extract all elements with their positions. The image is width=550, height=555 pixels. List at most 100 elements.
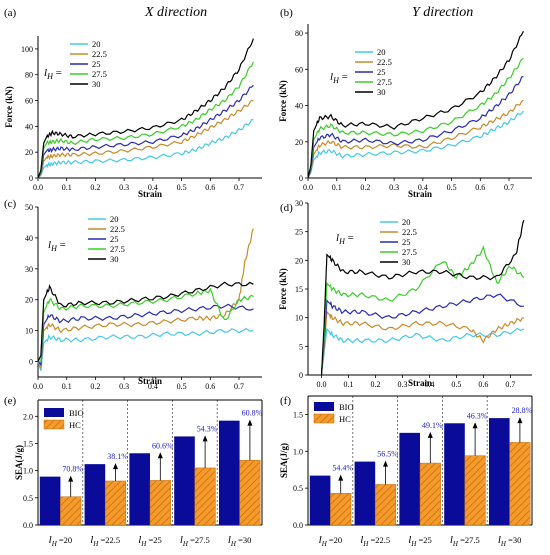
legend-label: 20 bbox=[377, 47, 386, 57]
x-tick-label: 0.3 bbox=[119, 183, 129, 192]
legend-label: BIO bbox=[69, 408, 84, 418]
percent-annotation: 60.6% bbox=[152, 441, 173, 450]
increase-arrowhead bbox=[472, 422, 478, 429]
panel-label: (a) bbox=[4, 7, 17, 19]
bar-bio bbox=[444, 423, 465, 525]
legend-swatch bbox=[43, 419, 65, 430]
panel-e: (e) 0.0 0.5 1.0 1.5 2.0 SEA(J/g) 70.8% lH =20 38.… bbox=[4, 395, 263, 548]
bar-bio bbox=[218, 420, 240, 525]
increase-arrowhead bbox=[338, 474, 344, 481]
y-tick-label: 20 bbox=[295, 256, 303, 265]
x-tick-label: 0.1 bbox=[332, 183, 342, 192]
legend-label: 25 bbox=[92, 59, 101, 69]
legend-label: 20 bbox=[110, 214, 119, 224]
bar-hc bbox=[419, 462, 441, 526]
y-tick-label: 50 bbox=[25, 203, 33, 212]
x-tick-label: 0.3 bbox=[397, 380, 407, 389]
legend-label: 27.5 bbox=[92, 69, 107, 79]
legend-prefix: lH = bbox=[48, 239, 66, 253]
bar-bio bbox=[399, 432, 420, 525]
legend-label: HC bbox=[69, 420, 81, 430]
x-tick-label: 0.6 bbox=[478, 380, 488, 389]
y-tick-label: 60 bbox=[295, 65, 303, 74]
y-tick-label: 100 bbox=[21, 45, 33, 54]
percent-annotation: 49.1% bbox=[422, 421, 443, 430]
category-label: lH =27.5 bbox=[450, 534, 480, 548]
panel-a: (a) X direction 0 20 40 60 80 100 Force (kN) 0.0 0… bbox=[4, 5, 262, 199]
x-tick-label: 0.2 bbox=[90, 183, 100, 192]
y-tick-label: 0.5 bbox=[23, 494, 33, 503]
y-tick-label: 40 bbox=[295, 102, 303, 111]
series-line-22.5 bbox=[307, 99, 524, 179]
legend-label: 30 bbox=[92, 79, 101, 89]
x-tick-label: 0.1 bbox=[343, 380, 353, 389]
category-label: lH =20 bbox=[319, 534, 343, 548]
x-tick-label: 0.2 bbox=[360, 183, 370, 192]
y-tick-label: 1.5 bbox=[293, 410, 303, 419]
increase-arrowhead bbox=[157, 452, 163, 459]
x-tick-label: 0.6 bbox=[205, 382, 215, 391]
x-axis-label: Strain bbox=[138, 376, 162, 386]
panel-label: (f) bbox=[280, 395, 291, 407]
y-tick-label: 0.0 bbox=[293, 521, 303, 530]
increase-arrowhead bbox=[383, 460, 389, 467]
legend-label: 20 bbox=[402, 217, 411, 227]
increase-arrowhead bbox=[247, 419, 253, 426]
x-tick-label: 0.0 bbox=[316, 380, 326, 389]
bar-hc bbox=[60, 496, 82, 526]
y-tick-label: 80 bbox=[295, 29, 303, 38]
legend-label: 30 bbox=[110, 254, 119, 264]
x-axis-label: Strain bbox=[138, 189, 162, 199]
y-tick-label: 15 bbox=[295, 285, 303, 294]
y-tick-label: 1.5 bbox=[23, 439, 33, 448]
legend-label: BIO bbox=[339, 402, 354, 412]
category-label: lH =30 bbox=[498, 534, 522, 548]
x-tick-label: 0.7 bbox=[504, 183, 514, 192]
y-tick-label: 10 bbox=[25, 327, 33, 336]
y-tick-label: 60 bbox=[25, 97, 33, 106]
series-line-22.5 bbox=[37, 99, 254, 179]
x-tick-label: 0.6 bbox=[475, 183, 485, 192]
x-tick-label: 0.6 bbox=[205, 183, 215, 192]
y-tick-label: 0 bbox=[29, 174, 33, 183]
legend-label: 22.5 bbox=[377, 57, 392, 67]
percent-annotation: 38.1% bbox=[107, 452, 128, 461]
bar-bio bbox=[309, 475, 331, 525]
x-tick-label: 0.1 bbox=[62, 183, 72, 192]
bar-hc bbox=[464, 455, 486, 526]
y-tick-label: 0.0 bbox=[23, 521, 33, 530]
percent-annotation: 46.3% bbox=[467, 411, 488, 420]
bar-bio bbox=[174, 436, 195, 525]
bar-hc bbox=[330, 493, 352, 526]
x-tick-label: 0.3 bbox=[119, 382, 129, 391]
legend-prefix: lH = bbox=[330, 71, 348, 85]
series-line-27.5 bbox=[320, 245, 525, 376]
legend-label: 20 bbox=[92, 39, 101, 49]
x-tick-label: 0.7 bbox=[234, 183, 244, 192]
x-tick-label: 0.5 bbox=[177, 382, 187, 391]
y-tick-label: 20 bbox=[25, 148, 33, 157]
y-tick-label: 30 bbox=[295, 199, 303, 208]
series-line-20 bbox=[37, 327, 254, 372]
x-tick-label: 0.1 bbox=[62, 382, 72, 391]
y-tick-label: 2.0 bbox=[23, 412, 33, 421]
y-tick-label: 1.0 bbox=[23, 467, 33, 476]
series-line-27.5 bbox=[37, 61, 254, 179]
y-tick-label: 20 bbox=[295, 138, 303, 147]
series-line-30 bbox=[320, 219, 525, 376]
y-tick-label: 5 bbox=[299, 342, 303, 351]
panel-title: X direction bbox=[144, 5, 207, 20]
y-axis-label: Force (kN) bbox=[278, 80, 288, 122]
y-tick-label: 25 bbox=[295, 228, 303, 237]
bar-bio bbox=[39, 476, 61, 525]
x-tick-label: 0.2 bbox=[370, 380, 380, 389]
y-tick-label: 40 bbox=[25, 234, 33, 243]
y-tick-label: 0 bbox=[29, 358, 33, 367]
series-line-20 bbox=[307, 110, 524, 179]
bar-bio bbox=[488, 418, 510, 525]
bar-hc bbox=[149, 480, 171, 526]
category-label: lH =25 bbox=[138, 534, 162, 548]
x-tick-label: 0.5 bbox=[177, 183, 187, 192]
